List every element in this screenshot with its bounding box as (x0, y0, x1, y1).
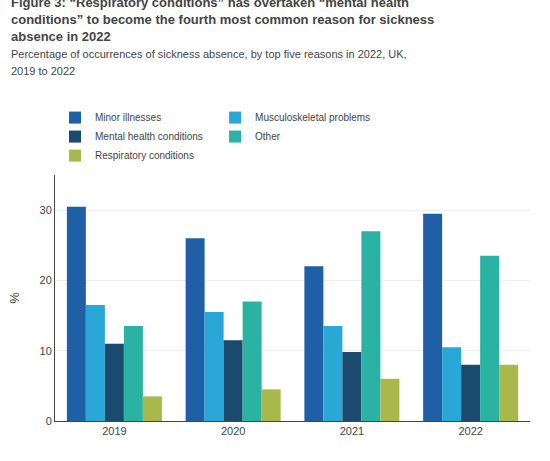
svg-text:2019: 2019 (102, 425, 126, 437)
svg-text:Musculoskeletal problems: Musculoskeletal problems (255, 112, 370, 123)
svg-text:2020: 2020 (221, 425, 245, 437)
svg-text:Other: Other (255, 131, 281, 142)
svg-text:10: 10 (40, 345, 52, 357)
svg-text:Figure 3: “Respiratory conditi: Figure 3: “Respiratory conditions” has o… (11, 0, 434, 77)
svg-text:20: 20 (40, 274, 52, 286)
svg-text:Respiratory conditions: Respiratory conditions (95, 150, 194, 161)
svg-text:Mental health conditions: Mental health conditions (95, 131, 203, 142)
svg-text:2022: 2022 (458, 425, 482, 437)
svg-text:2021: 2021 (340, 425, 364, 437)
svg-text:0: 0 (46, 415, 52, 427)
svg-text:30: 30 (40, 204, 52, 216)
svg-text:%: % (7, 292, 22, 304)
svg-text:Minor illnesses: Minor illnesses (95, 112, 161, 123)
